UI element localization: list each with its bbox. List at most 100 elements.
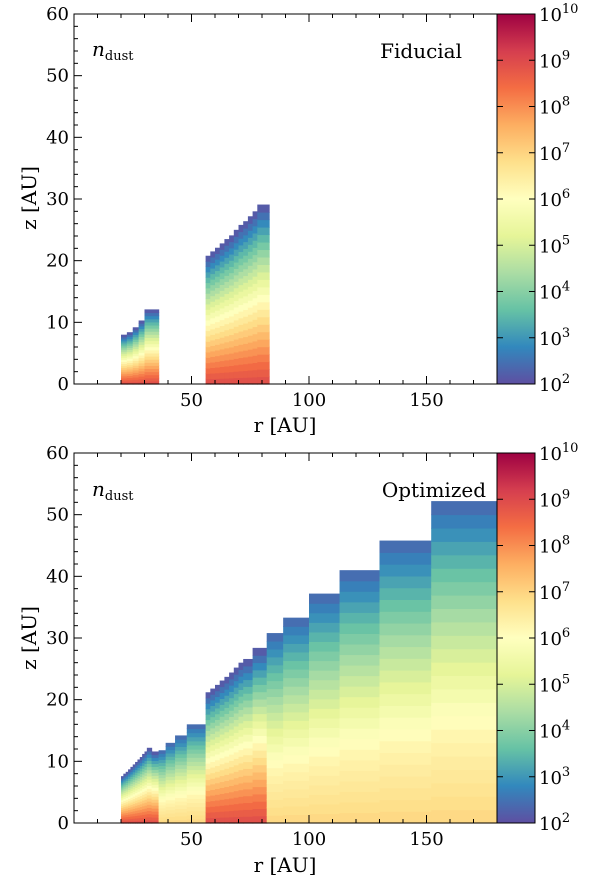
density-cell — [205, 708, 211, 715]
density-cell — [205, 703, 211, 710]
density-cell — [132, 803, 136, 807]
density-cell — [125, 818, 129, 822]
density-cell — [144, 784, 148, 788]
density-cell — [123, 798, 127, 801]
density-cell — [151, 754, 160, 759]
density-cell — [229, 340, 235, 348]
density-cell — [224, 281, 230, 288]
density-cell — [243, 275, 249, 283]
density-cell — [165, 779, 176, 784]
density-cell — [186, 798, 207, 804]
density-cell — [243, 693, 254, 701]
density-cell — [146, 813, 153, 818]
density-cell — [130, 780, 134, 784]
quantity-label-optimized: ndust — [92, 477, 134, 504]
density-column — [283, 617, 310, 824]
density-cell — [123, 777, 127, 781]
density-cell — [224, 359, 230, 367]
density-cell — [146, 804, 153, 808]
density-cell — [175, 790, 188, 795]
density-cell — [252, 662, 268, 671]
density-cell — [186, 810, 207, 816]
density-cell — [158, 819, 167, 824]
density-cell — [130, 790, 134, 794]
density-cell — [229, 816, 235, 824]
density-cell — [210, 705, 216, 712]
density-cell — [144, 754, 148, 759]
density-cell — [210, 766, 216, 774]
density-cell — [219, 722, 225, 729]
density-cell — [205, 266, 211, 273]
density-cell — [137, 815, 141, 819]
density-cell — [224, 707, 230, 714]
density-column — [431, 501, 498, 824]
density-column — [215, 247, 221, 385]
density-cell — [224, 317, 230, 325]
density-cell — [121, 375, 128, 379]
density-cell — [128, 785, 131, 788]
density-cell — [229, 791, 235, 799]
density-cell — [126, 381, 134, 385]
density-cell — [309, 660, 341, 671]
density-cell — [309, 689, 341, 700]
density-cell — [215, 799, 221, 807]
density-cell — [151, 751, 160, 756]
density-column — [339, 570, 381, 824]
density-cell — [144, 814, 148, 818]
density-cell — [123, 790, 127, 793]
density-cell — [224, 239, 230, 246]
density-cell — [252, 698, 268, 707]
density-cell — [224, 293, 230, 301]
density-cell — [339, 791, 381, 803]
density-cell — [158, 795, 167, 800]
density-cell — [210, 317, 216, 324]
density-cell — [144, 799, 148, 803]
density-cell — [283, 728, 310, 739]
density-cell — [138, 339, 146, 343]
density-cell — [132, 350, 140, 354]
density-cell — [165, 756, 176, 761]
density-cell — [229, 785, 235, 793]
density-cell — [132, 355, 140, 359]
density-cell — [339, 570, 381, 582]
density-column — [137, 759, 141, 824]
density-cell — [339, 696, 381, 708]
density-cell — [215, 253, 221, 260]
colorbar-tick-label: 107 — [539, 141, 570, 165]
density-cell — [121, 787, 124, 791]
density-cell — [233, 358, 240, 366]
density-cell — [339, 749, 381, 761]
density-cell — [121, 377, 128, 381]
density-cell — [158, 807, 167, 812]
density-cell — [229, 247, 235, 255]
density-cell — [229, 754, 235, 761]
density-cell — [215, 759, 221, 767]
density-cell — [132, 343, 140, 347]
density-cell — [139, 779, 143, 783]
density-cell — [224, 347, 230, 355]
density-cell — [165, 816, 176, 821]
density-cell — [379, 552, 432, 565]
density-cell — [233, 777, 240, 785]
density-cell — [126, 373, 134, 376]
density-cell — [210, 761, 216, 768]
density-cell — [238, 776, 244, 784]
density-cell — [229, 716, 235, 724]
density-cell — [165, 782, 176, 787]
density-cell — [125, 791, 129, 794]
density-cell — [138, 333, 146, 337]
density-cell — [144, 766, 148, 770]
density-cell — [138, 370, 146, 375]
density-column — [215, 684, 221, 824]
density-cell — [243, 302, 249, 310]
density-cell — [266, 648, 284, 658]
density-cell — [283, 780, 310, 790]
density-cell — [128, 818, 131, 822]
density-cell — [137, 780, 141, 784]
density-cell — [224, 251, 230, 258]
density-cell — [126, 358, 134, 361]
density-cell — [205, 287, 211, 294]
density-cell — [379, 775, 432, 789]
density-cell — [175, 793, 188, 799]
colorbar-tick-label: 1010 — [539, 441, 578, 465]
